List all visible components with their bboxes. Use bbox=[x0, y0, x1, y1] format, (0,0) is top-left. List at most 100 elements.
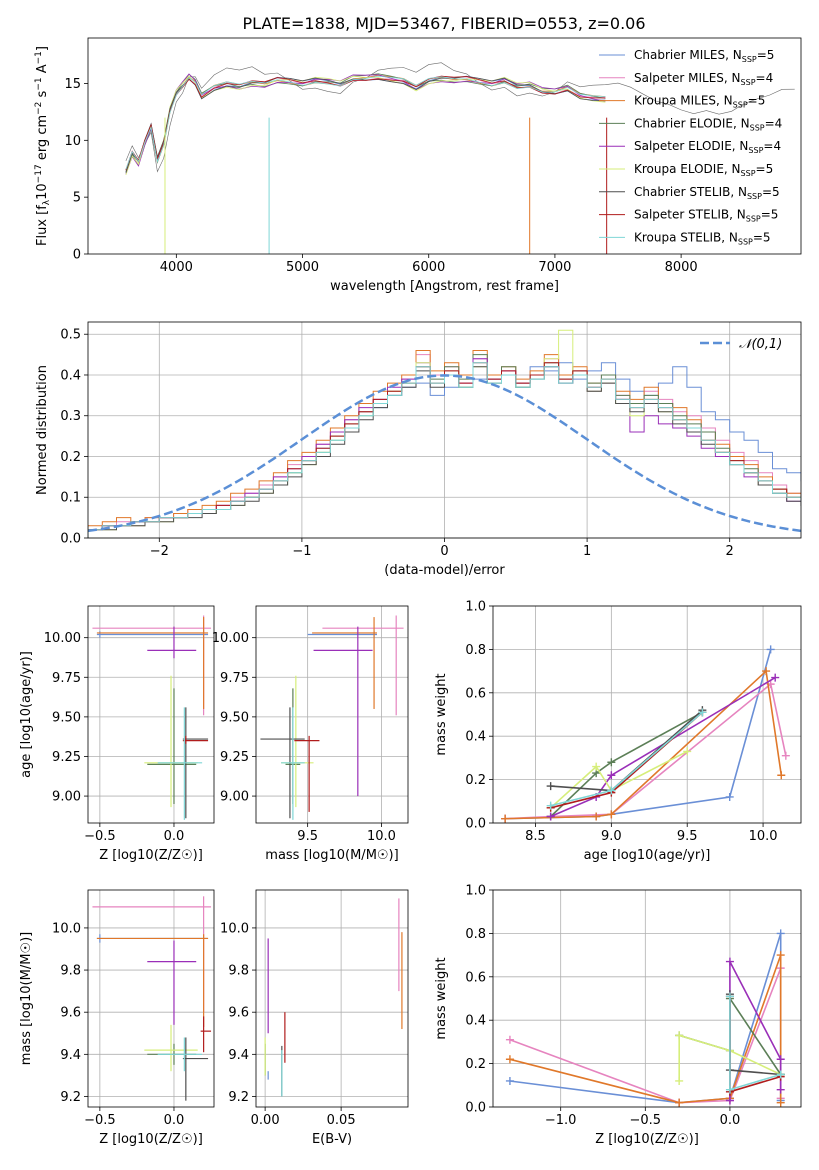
axes-frame bbox=[87, 605, 215, 824]
y-tick-label: 0.5 bbox=[60, 328, 81, 343]
axes-frame bbox=[255, 605, 409, 824]
weight-marker bbox=[546, 782, 555, 791]
y-tick-label: 9.00 bbox=[220, 790, 249, 805]
y-tick-label: 9.50 bbox=[220, 710, 249, 725]
y-tick-label: 0.0 bbox=[60, 532, 81, 547]
x-axis-label: wavelength [Angstrom, rest frame] bbox=[330, 279, 559, 294]
y-tick-label: 15 bbox=[64, 77, 81, 92]
y-tick-label: 9.6 bbox=[228, 1006, 249, 1021]
y-tick-label: 9.2 bbox=[228, 1090, 249, 1105]
y-tick-label: 0.2 bbox=[465, 773, 486, 788]
x-tick-label: 9.5 bbox=[677, 829, 698, 844]
panel-weight_vs_Z: −1.0 −0.5 0.0 0.0 0.2 0.4 0.6 0.8 1.0 Z [log10(Z/… bbox=[434, 884, 802, 1147]
weight-marker bbox=[675, 1076, 684, 1085]
weight-marker bbox=[725, 1085, 734, 1094]
x-axis-label: mass [log10(M/M☉)] bbox=[265, 848, 398, 863]
y-tick-label: 9.50 bbox=[52, 710, 81, 725]
y-tick-label: 9.75 bbox=[52, 671, 81, 686]
legend-entry: Salpeter MILES, NSSP=4 bbox=[634, 71, 773, 87]
x-tick-label: −0.5 bbox=[84, 829, 116, 844]
legend-entry: Kroupa MILES, NSSP=5 bbox=[634, 94, 765, 110]
y-tick-label: 9.8 bbox=[60, 964, 81, 979]
histogram-step-line bbox=[88, 362, 801, 538]
y-tick-label: 0.0 bbox=[465, 1101, 486, 1116]
panel-residuals: −2 −1 0 1 2 0.0 0.1 0.2 0.3 0.4 0.5 (data-model)/er… bbox=[35, 321, 802, 578]
plot-area bbox=[88, 329, 801, 538]
panel-age_vs_Z: −0.5 0.0 9.00 9.25 9.50 9.75 10.00 Z [log10(Z/Z… bbox=[19, 605, 215, 863]
y-tick-label: 1.0 bbox=[465, 600, 486, 615]
weight-line bbox=[550, 711, 703, 809]
y-tick-label: 0.2 bbox=[465, 1057, 486, 1072]
x-tick-label: 2 bbox=[726, 544, 734, 559]
weight-marker bbox=[766, 645, 775, 654]
plot-area bbox=[125, 62, 795, 254]
plot-area bbox=[260, 615, 404, 820]
x-tick-label: 8.5 bbox=[525, 829, 546, 844]
plot-area bbox=[264, 898, 403, 1097]
y-tick-label: 1.0 bbox=[465, 884, 486, 899]
plot-area bbox=[92, 896, 212, 1101]
weight-marker bbox=[501, 814, 510, 823]
weight-line bbox=[550, 711, 703, 818]
weight-marker bbox=[776, 1098, 785, 1107]
axes-frame bbox=[87, 37, 802, 255]
panel-spectrum: 4000 5000 6000 7000 8000 0 5 10 15 wavelength [An… bbox=[34, 37, 802, 294]
plot-area bbox=[92, 615, 212, 820]
weight-marker bbox=[683, 747, 692, 756]
x-tick-label: 0.0 bbox=[720, 1113, 741, 1128]
legend-entry: Kroupa STELIB, NSSP=5 bbox=[634, 230, 771, 246]
x-tick-label: 10.0 bbox=[367, 829, 396, 844]
x-axis-label: E(B-V) bbox=[312, 1132, 352, 1147]
x-tick-label: 6000 bbox=[412, 260, 445, 275]
weight-line bbox=[505, 682, 787, 820]
x-tick-label: 0.0 bbox=[164, 829, 185, 844]
legend-entry: Salpeter STELIB, NSSP=5 bbox=[634, 208, 778, 224]
y-axis-label: Flux [fλ10−17 erg cm−2 s−1 A−1] bbox=[34, 46, 52, 246]
legend-entry: Chabrier MILES, NSSP=5 bbox=[634, 48, 774, 64]
legend-entry: Chabrier ELODIE, NSSP=4 bbox=[634, 116, 782, 132]
histogram-step-line bbox=[88, 362, 801, 538]
x-tick-label: 0 bbox=[440, 544, 448, 559]
x-tick-label: 1 bbox=[583, 544, 591, 559]
x-axis-label: Z [log10(Z/Z☉)] bbox=[595, 1132, 699, 1147]
weight-marker bbox=[546, 801, 555, 810]
legend: 𝒩(0,1) bbox=[700, 337, 782, 352]
x-tick-label: −0.5 bbox=[630, 1113, 662, 1128]
weight-marker bbox=[505, 1076, 514, 1085]
y-tick-label: 10.0 bbox=[220, 921, 249, 936]
y-axis-label: age [log10(age/yr)] bbox=[19, 651, 34, 778]
histogram-step-line bbox=[88, 329, 801, 538]
weight-marker bbox=[592, 762, 601, 771]
x-tick-label: 8000 bbox=[665, 260, 698, 275]
y-tick-label: 0.4 bbox=[465, 730, 486, 745]
x-tick-label: 10.0 bbox=[749, 829, 778, 844]
weight-line bbox=[678, 1034, 782, 1081]
weight-marker bbox=[776, 1055, 785, 1064]
y-tick-label: 10.00 bbox=[44, 631, 81, 646]
weight-marker bbox=[607, 771, 616, 780]
y-tick-label: 9.6 bbox=[60, 1006, 81, 1021]
spectrum-model-line bbox=[125, 73, 606, 172]
y-tick-label: 5 bbox=[73, 191, 81, 206]
histogram-step-line bbox=[88, 354, 801, 538]
weight-marker bbox=[725, 992, 734, 1001]
axes-frame bbox=[492, 605, 802, 824]
weight-marker bbox=[725, 792, 734, 801]
weight-marker bbox=[505, 1035, 514, 1044]
y-tick-label: 0.4 bbox=[60, 368, 81, 383]
legend-entry: Salpeter ELODIE, NSSP=4 bbox=[634, 139, 781, 155]
y-tick-label: 0.6 bbox=[465, 686, 486, 701]
x-axis-label: Z [log10(Z/Z☉)] bbox=[99, 1132, 203, 1147]
spectrum-model-line bbox=[125, 75, 606, 170]
x-tick-label: −1 bbox=[292, 544, 311, 559]
weight-marker bbox=[776, 1085, 785, 1094]
y-tick-label: 0.4 bbox=[465, 1014, 486, 1029]
y-tick-label: 0 bbox=[73, 248, 81, 263]
y-tick-label: 9.4 bbox=[60, 1048, 81, 1063]
weight-marker bbox=[776, 1070, 785, 1079]
weight-marker bbox=[607, 786, 616, 795]
y-tick-label: 0.0 bbox=[465, 817, 486, 832]
panel-age_vs_mass: 9.5 10.0 9.00 9.25 9.50 9.75 10.00 mass [log10(… bbox=[212, 605, 409, 863]
panel-mass_vs_Z: −0.5 0.0 9.2 9.4 9.6 9.8 10.0 Z [log10(Z/Z☉)] ma… bbox=[19, 889, 215, 1147]
